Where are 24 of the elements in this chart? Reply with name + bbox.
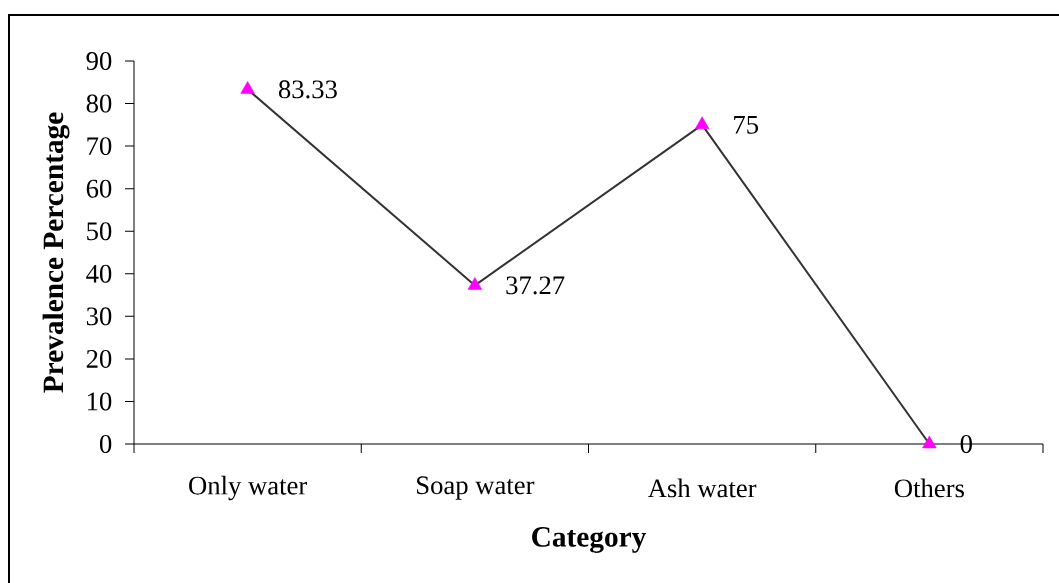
point xyxy=(467,277,483,290)
y-tick-label: 30 xyxy=(86,307,112,326)
y-tick-label: 90 xyxy=(86,52,112,70)
y-axis-title: Prevalence Percentage xyxy=(42,112,70,393)
point xyxy=(922,435,937,449)
y-tick-label: 80 xyxy=(86,94,112,113)
data-label: 0 xyxy=(960,435,972,453)
y-tick-label: 40 xyxy=(86,264,112,283)
x-tick-label: Ash water xyxy=(647,478,757,498)
data-label: 37.27 xyxy=(506,276,565,295)
point xyxy=(694,116,710,130)
x-tick-label: Others xyxy=(894,478,964,498)
data-label: 83.33 xyxy=(278,80,337,99)
x-tick-label: Soap water xyxy=(417,476,535,500)
y-tick-label: 0 xyxy=(99,435,112,453)
x-tick-label: Only water xyxy=(189,475,307,501)
x-axis-title: Category xyxy=(532,527,647,553)
y-tick-label: 10 xyxy=(87,392,112,411)
y-tick-label: 60 xyxy=(86,179,112,198)
y-tick-label: 70 xyxy=(87,137,112,156)
y-tick-label: 20 xyxy=(86,349,112,368)
point xyxy=(240,81,255,94)
y-tick-label: 50 xyxy=(87,222,112,241)
data-label: 75 xyxy=(734,115,759,134)
